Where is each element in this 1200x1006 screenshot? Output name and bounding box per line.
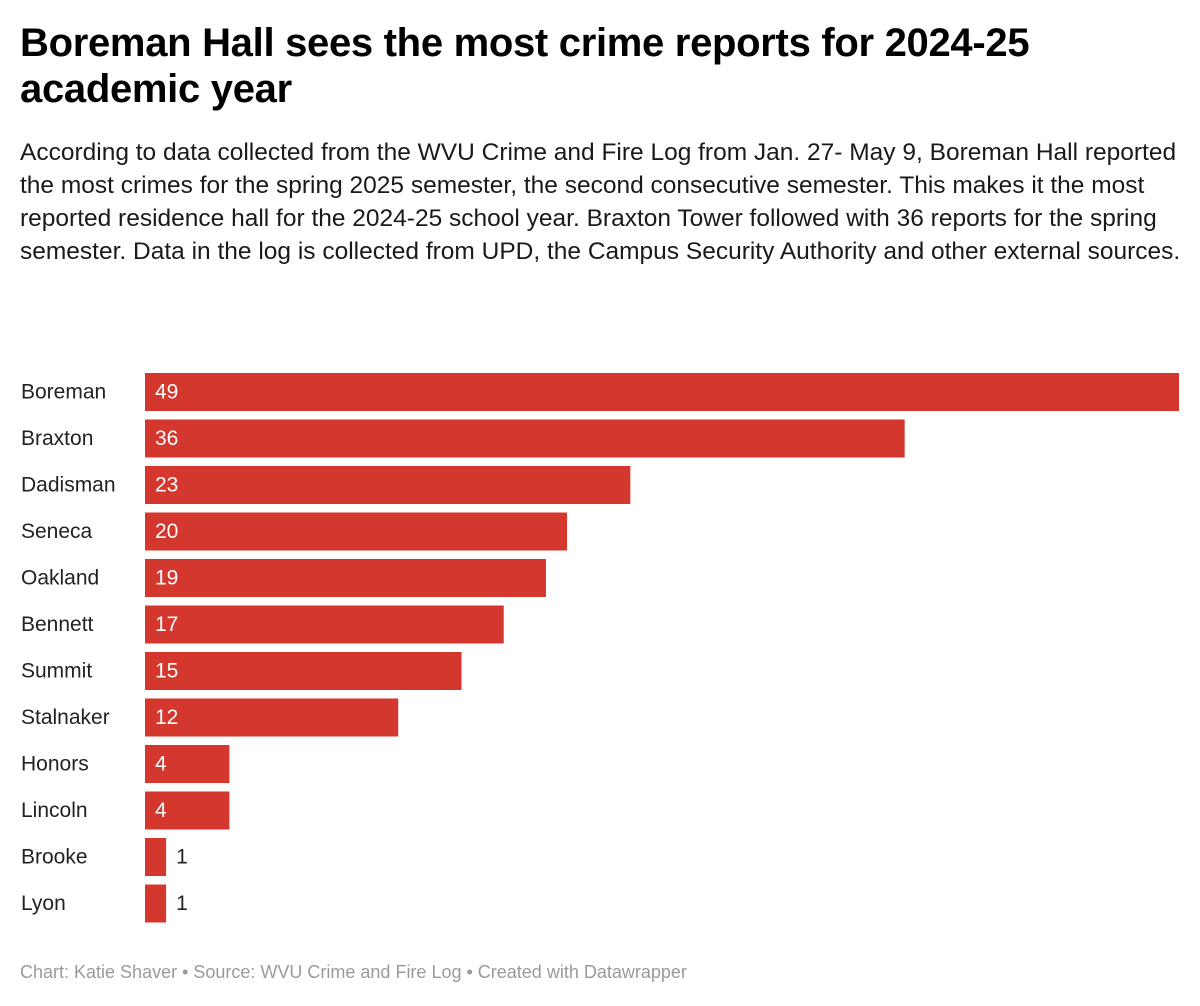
chart-footer: Chart: Katie Shaver • Source: WVU Crime … xyxy=(20,962,687,982)
value-label-summit: 15 xyxy=(155,660,178,683)
bar-lyon xyxy=(145,884,167,923)
bar-stalnaker xyxy=(145,698,399,737)
value-label-honors: 4 xyxy=(155,753,167,776)
category-label-brooke: Brooke xyxy=(21,846,88,869)
value-label-seneca: 20 xyxy=(155,520,178,543)
value-label-stalnaker: 12 xyxy=(155,706,178,729)
bar-chart-svg: Boreman 49 Braxton 36 Dadisman 23 Seneca 20 Oakl… xyxy=(21,373,1179,923)
bar-seneca xyxy=(145,512,568,551)
value-label-brooke: 1 xyxy=(176,846,188,869)
value-label-dadisman: 23 xyxy=(155,474,178,497)
value-label-lyon: 1 xyxy=(176,892,188,915)
bar-brooke xyxy=(145,838,167,876)
value-label-bennett: 17 xyxy=(155,613,178,636)
chart-title: Boreman Hall sees the most crime reports… xyxy=(20,21,1030,111)
bar-dadisman xyxy=(145,466,631,504)
category-label-seneca: Seneca xyxy=(21,520,93,543)
bar-chart: Boreman 49 Braxton 36 Dadisman 23 Seneca 20 Oakl… xyxy=(0,370,1200,930)
value-label-braxton: 36 xyxy=(155,427,178,450)
bar-braxton xyxy=(145,419,905,458)
bar-boreman xyxy=(145,373,1179,411)
category-label-bennett: Bennett xyxy=(21,613,94,636)
category-label-honors: Honors xyxy=(21,753,89,776)
category-label-dadisman: Dadisman xyxy=(21,474,116,497)
category-label-lyon: Lyon xyxy=(21,892,66,915)
bar-oakland xyxy=(145,559,546,597)
category-label-braxton: Braxton xyxy=(21,427,93,450)
value-label-oakland: 19 xyxy=(155,567,178,590)
bar-summit xyxy=(145,652,462,690)
category-label-summit: Summit xyxy=(21,660,92,683)
bar-bennett xyxy=(145,605,504,644)
category-label-stalnaker: Stalnaker xyxy=(21,706,110,729)
bar-honors xyxy=(145,745,230,783)
category-label-boreman: Boreman xyxy=(21,381,106,404)
value-label-boreman: 49 xyxy=(155,381,178,404)
chart-description: According to data collected from the WVU… xyxy=(20,139,1181,265)
value-label-lincoln: 4 xyxy=(155,799,167,822)
bar-lincoln xyxy=(145,791,230,830)
category-label-oakland: Oakland xyxy=(21,567,99,590)
category-label-lincoln: Lincoln xyxy=(21,799,88,822)
